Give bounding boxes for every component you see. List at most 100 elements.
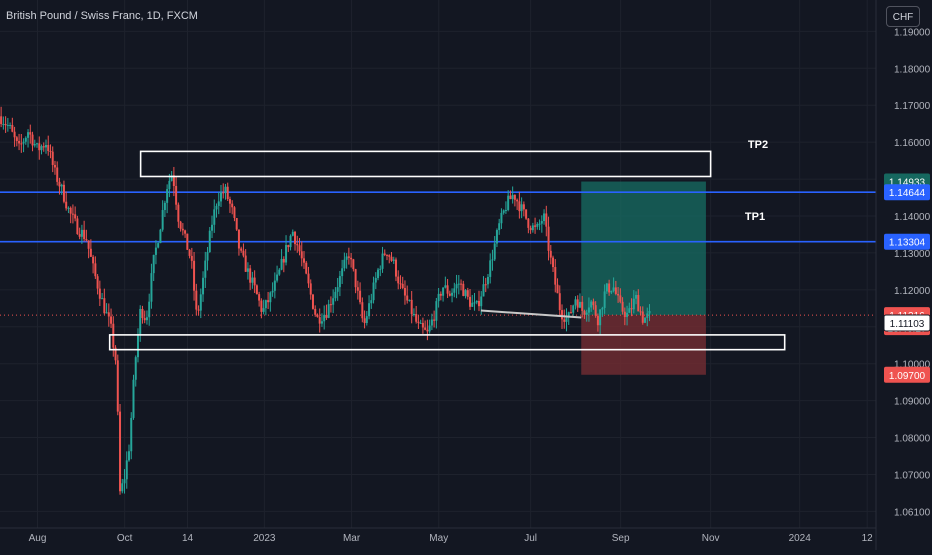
candle-body: [130, 417, 133, 452]
candle-body: [525, 209, 528, 219]
candle-body: [403, 287, 406, 296]
candle-body: [6, 125, 9, 127]
y-tick-label: 1.14000: [894, 212, 931, 223]
candle-body: [435, 301, 438, 321]
candle-body: [224, 186, 227, 193]
candle-body: [390, 256, 393, 261]
candle-body: [136, 334, 139, 358]
candle-body: [134, 357, 137, 380]
candle-body: [154, 247, 157, 255]
candle-body: [197, 309, 200, 311]
candle-body: [190, 255, 193, 261]
candle-body: [552, 257, 555, 268]
resistance-zone-box: [139, 150, 712, 178]
candle-body: [531, 225, 534, 231]
candle-body: [644, 317, 647, 323]
stop-badge: 1.09700: [889, 371, 926, 382]
candle-body: [522, 204, 525, 210]
candle-body: [329, 304, 332, 306]
candle-body: [379, 268, 382, 270]
candle-body: [318, 317, 321, 324]
candle-body: [60, 184, 63, 187]
candle-body: [51, 151, 54, 165]
level-badge-tp1-bg: [884, 233, 930, 250]
candle-body: [148, 301, 151, 318]
candle-body: [264, 300, 267, 309]
candle-body: [320, 321, 323, 324]
candle-body: [157, 243, 160, 248]
x-tick-label: Mar: [343, 533, 361, 544]
candle-body: [453, 288, 456, 293]
candle-body: [186, 233, 189, 250]
candle-body: [222, 192, 225, 194]
x-tick-label: 12: [862, 533, 874, 544]
candle-body: [370, 300, 373, 304]
candle-body: [534, 225, 537, 227]
candle-body: [47, 145, 50, 151]
candle-body: [545, 213, 548, 227]
candle-body: [273, 280, 276, 291]
candle-body: [215, 205, 218, 210]
trendline: [480, 309, 582, 319]
candle-body: [309, 283, 312, 295]
candle-body: [628, 308, 631, 313]
candle-body: [195, 290, 198, 310]
candle-body: [161, 210, 164, 230]
candle-body: [410, 299, 413, 315]
price-badges: 1.149331.146441.133041.1131613:46:271.11…: [883, 173, 931, 383]
candle-body: [240, 248, 243, 251]
candle-body: [282, 258, 285, 263]
candle-body: [204, 260, 207, 278]
candle-body: [583, 310, 586, 315]
candle-body: [408, 299, 411, 301]
candle-body: [56, 167, 59, 182]
candle-body: [547, 226, 550, 251]
candle-body: [235, 217, 238, 230]
candle-body: [637, 294, 640, 312]
candles: [0, 106, 651, 495]
y-tick-label: 1.17000: [894, 101, 931, 112]
candle-body: [359, 290, 362, 303]
candle-body: [502, 210, 505, 213]
x-tick-label: Sep: [612, 533, 630, 544]
candle-body: [433, 319, 436, 321]
candle-body: [578, 301, 581, 308]
candle-body: [381, 253, 384, 269]
candle-body: [455, 284, 458, 289]
candle-body: [33, 144, 36, 146]
candle-body: [145, 317, 148, 321]
candle-body: [150, 273, 153, 302]
support-zone-box: [108, 334, 786, 351]
candle-body: [83, 229, 86, 240]
level-badge-tp2: 1.14644: [889, 188, 926, 199]
currency-button[interactable]: CHF: [886, 6, 920, 27]
candle-body: [58, 181, 61, 187]
candle-body: [249, 268, 252, 283]
candle-body: [152, 254, 155, 274]
y-tick-label: 1.06100: [894, 507, 931, 518]
candle-body: [574, 299, 577, 306]
y-tick-label: 1.10000: [894, 360, 931, 371]
candle-body: [421, 322, 424, 328]
candle-body: [569, 312, 572, 314]
candle-body: [280, 258, 283, 270]
candle-body: [486, 276, 489, 285]
candle-body: [199, 294, 202, 311]
candle-body: [374, 278, 377, 283]
candle-body: [469, 296, 472, 307]
candle-body: [296, 244, 299, 246]
candle-body: [123, 479, 126, 484]
candle-body: [489, 260, 492, 277]
candle-body: [325, 314, 328, 318]
candle-body: [626, 312, 629, 317]
candle-body: [500, 212, 503, 224]
candle-body: [287, 245, 290, 248]
candle-body: [565, 317, 568, 322]
candle-body: [246, 268, 249, 272]
candle-body: [430, 319, 433, 326]
candle-body: [78, 234, 81, 237]
candle-body: [623, 311, 626, 317]
x-tick-label: 2024: [789, 533, 812, 544]
